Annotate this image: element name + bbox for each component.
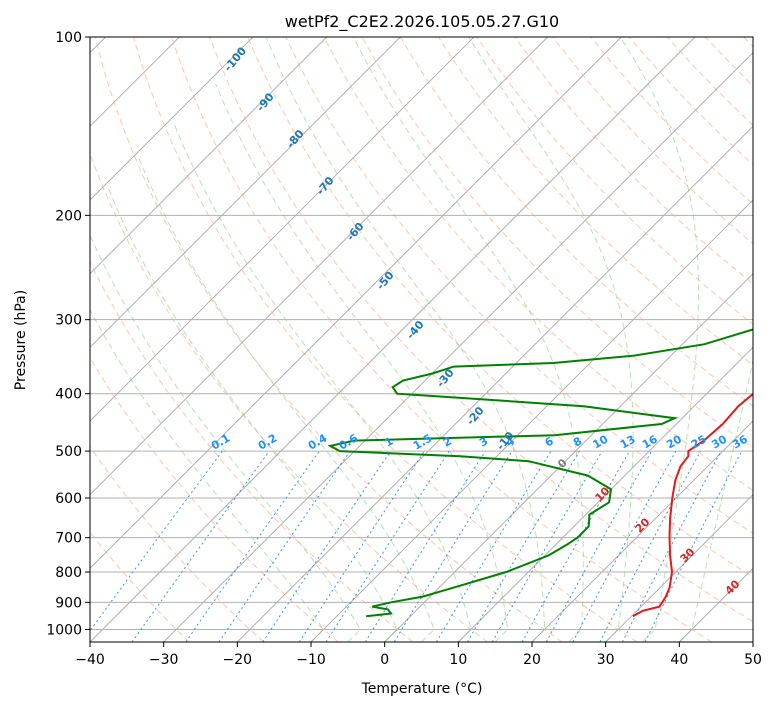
mixing-ratio-line: [621, 450, 722, 642]
y-tick-label: 400: [55, 387, 82, 403]
isotherm-line: [90, 37, 254, 201]
y-tick-label: 600: [55, 491, 82, 507]
mixing-ratio-line: [131, 450, 270, 642]
x-tick-label: −30: [149, 652, 179, 668]
x-tick-label: −20: [223, 652, 253, 668]
moist-adiabat-line: [138, 157, 435, 642]
y-tick-label: 700: [55, 531, 82, 547]
isotherm-line: [90, 37, 696, 642]
isotherm-line: [163, 51, 753, 642]
moist-adiabat-line: [352, 37, 584, 642]
y-tick-label: 800: [55, 565, 82, 581]
y-axis-title: Pressure (hPa): [13, 290, 29, 390]
isotherm-line: [90, 37, 549, 496]
isotherm-line: [457, 346, 753, 642]
plot-frame: [89, 36, 754, 643]
mixing-ratio-line: [325, 450, 450, 642]
isotherm-line: [384, 272, 753, 642]
mixing-ratio-line: [435, 450, 552, 642]
x-tick-label: 30: [597, 652, 615, 668]
moist-adiabat-line: [468, 37, 634, 642]
dry-adiabat-line: [514, 37, 753, 285]
x-tick-label: −10: [296, 652, 326, 668]
y-axis: 100 200 300 400 500 600 700 800 900 1000: [46, 30, 90, 638]
dry-adiabat-line: [247, 37, 753, 578]
mixing-ratio-line: [644, 450, 743, 642]
moist-adiabat-line: [619, 37, 699, 642]
y-tick-label: 500: [55, 444, 82, 460]
dry-adiabat-line: [132, 37, 638, 642]
x-tick-label: −40: [75, 652, 105, 668]
dewpoint-profile-line: [327, 328, 753, 618]
isotherm-line: [90, 37, 475, 422]
dry-adiabat-line: [323, 37, 753, 491]
x-tick-label: 10: [449, 652, 467, 668]
mixing-ratio-line: [545, 450, 653, 642]
moist-adiabat-line: [265, 37, 546, 642]
isotherm-line: [605, 493, 753, 642]
mixing-ratio-line: [185, 450, 320, 642]
y-tick-label: 300: [55, 313, 82, 329]
dry-adiabat-line: [285, 37, 753, 535]
sounding-series: [327, 328, 753, 618]
moist-adiabat-line: [678, 358, 753, 642]
isotherm-line: [236, 125, 753, 642]
mixing-ratio-line: [491, 450, 603, 642]
y-tick-label: 200: [55, 208, 82, 224]
x-tick-label: 50: [744, 652, 762, 668]
moist-adiabat-line: [173, 123, 472, 642]
moist-adiabat-line: [90, 308, 325, 642]
isotherm-line: [90, 37, 328, 275]
moist-adiabat-line: [90, 233, 362, 642]
moist-adiabat-line: [107, 188, 398, 642]
x-axis: −40 −30 −20 −10 0 10 20 30 40 50: [75, 642, 762, 668]
isotherm-line: [90, 37, 401, 349]
mixing-ratio-line: [599, 450, 701, 642]
y-tick-label: 100: [55, 30, 82, 46]
moist-adiabat-line: [215, 83, 509, 642]
y-tick-label: 1000: [46, 622, 82, 638]
mixing-ratio-line: [467, 450, 580, 642]
mixing-ratio-line: [572, 450, 677, 642]
dry-adiabat-line: [209, 37, 753, 623]
dry-adiabat-line: [476, 37, 753, 325]
mixing-ratio-line: [298, 450, 425, 642]
x-tick-label: 40: [670, 652, 688, 668]
dry-adiabat-line: [90, 446, 264, 642]
mixing-ratio-line: [90, 450, 223, 632]
mixing-ratio-line: [393, 450, 513, 642]
dry-adiabat-line: [171, 37, 712, 642]
background-lines: [90, 37, 753, 642]
dry-adiabat-line: [94, 37, 563, 642]
isotherm-line: [90, 37, 622, 570]
dry-adiabat-line: [90, 260, 414, 642]
isotherm-line: [531, 420, 753, 642]
x-axis-title: Temperature (°C): [361, 681, 483, 697]
temperature-profile-line: [632, 392, 753, 618]
chart-title: wetPf2_C2E2.2026.105.05.27.G10: [285, 12, 559, 32]
x-tick-label: 0: [380, 652, 389, 668]
mixing-ratio-line: [521, 450, 630, 642]
mixing-ratio-line: [364, 450, 486, 642]
x-tick-label: 20: [523, 652, 541, 668]
y-tick-label: 900: [55, 595, 82, 611]
